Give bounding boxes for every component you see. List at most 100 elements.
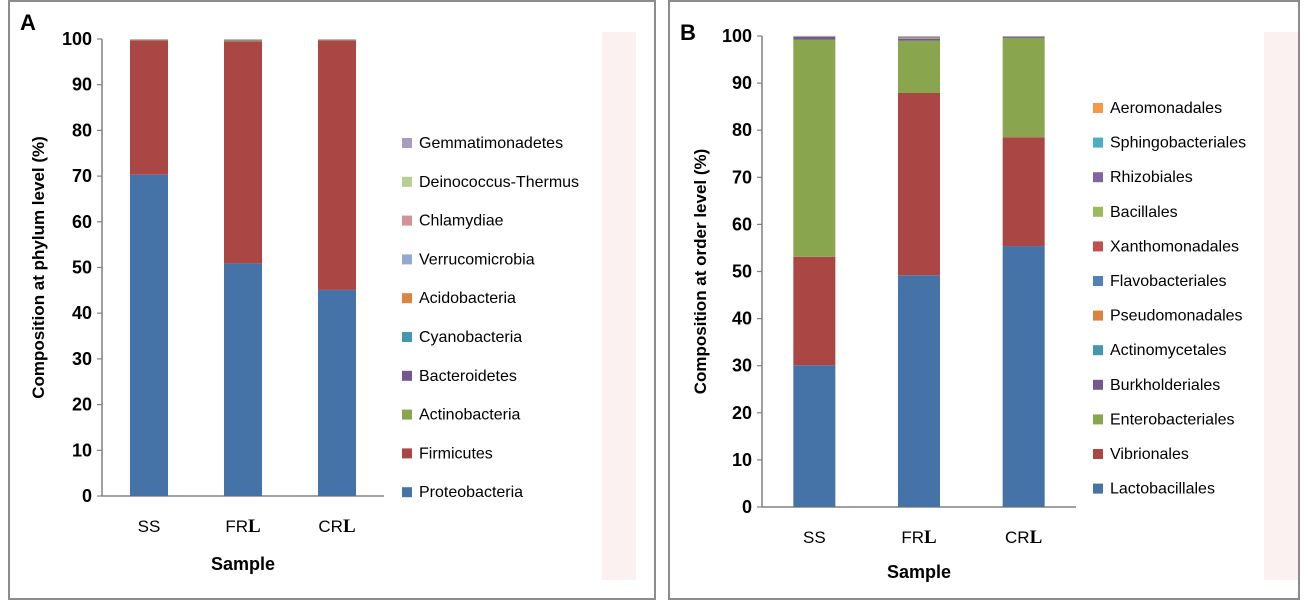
legend-label: Actinobacteria [419,407,520,424]
bar-segment [793,256,836,366]
legend-label: Enterobacteriales [1110,411,1235,428]
legend-label: Gemmatimonadetes [419,135,563,152]
y-tick-label: 40 [732,309,752,329]
legend-swatch [402,176,412,187]
x-tick-label: SS [803,528,826,547]
bar-segment [130,174,168,496]
legend-swatch [402,487,412,498]
y-tick-label: 30 [732,356,752,376]
y-tick-label: 20 [732,403,752,423]
legend-swatch [1093,276,1103,286]
y-tick-label: 100 [722,26,752,46]
y-tick-label: 20 [72,395,92,415]
legend-swatch [1093,483,1103,494]
y-tick-label: 90 [72,75,92,95]
y-tick-label: 50 [732,262,752,282]
chart-panel-b: B 0 10 20 30 40 50 60 70 80 90 100 Composition at o… [668,0,1300,600]
legend-label: Rhizobiales [1110,169,1193,186]
order-chart: 0 10 20 30 40 50 60 70 80 90 100 Composition at ord… [691,26,1246,582]
legend-swatch [402,409,412,420]
y-tick-label: 40 [72,303,92,323]
background-stripe [1264,32,1298,580]
legend-swatch [1093,137,1103,148]
y-tick-label: 10 [72,440,92,460]
bar-segment [224,40,262,42]
legend-swatch [402,448,412,459]
legend-label: Actinomycetales [1110,342,1227,359]
bar-segment [898,275,940,507]
legend-label: Firmicutes [419,445,493,462]
x-tick-label: CRL [318,516,355,537]
y-tick-label: 0 [82,486,92,506]
legend-label: Pseudomonadales [1110,308,1243,325]
panel-label-a: A [20,10,36,35]
y-tick-label: 30 [72,349,92,369]
legend-label: Deinococcus-Thermus [419,174,579,191]
legend-label: Flavobacteriales [1110,273,1227,290]
x-axis-label: Sample [211,554,275,574]
x-tick-label: FRL [225,516,260,537]
y-tick-label: 90 [732,73,752,93]
x-tick-label: FRL [901,527,936,548]
bar-segment [898,38,940,41]
bar-segment [318,40,356,290]
y-tick-label: 70 [72,166,92,186]
bar-segment [1002,36,1045,38]
y-tick-label: 60 [732,214,752,234]
y-tick-label: 80 [72,120,92,140]
chart-panel-a: A 0 10 20 30 40 50 60 70 80 90 100 Composition at p… [8,0,656,600]
legend-swatch [402,293,412,304]
legend-label: Acidobacteria [419,290,516,307]
y-tick-label: 60 [72,212,92,232]
bar-segment [1002,137,1045,247]
panel-label-b: B [680,20,696,45]
bar-segment [793,365,836,507]
bar-segment [1002,37,1045,138]
bar-segment [224,41,262,264]
legend-swatch [1093,414,1103,425]
y-tick-label: 0 [742,497,752,517]
legend-swatch [1093,449,1103,459]
legend-label: Lactobacillales [1110,481,1215,498]
legend-label: Verrucomicrobia [419,251,535,268]
legend-swatch [1093,379,1103,390]
x-tick-label: CRL [1005,527,1042,548]
legend-swatch [402,138,412,148]
legend-label: Cyanobacteria [419,329,522,346]
y-axis-label: Composition at order level (%) [691,149,710,395]
x-axis-label: Sample [887,562,951,582]
bar-segment [793,36,836,40]
legend-label: Sphingobacteriales [1110,135,1246,152]
bar-segment [130,40,168,175]
legend-label: Burkholderiales [1110,377,1220,394]
bar-segment [898,40,940,93]
legend-label: Aeromonadales [1110,100,1222,117]
legend-label: Bacillales [1110,204,1178,221]
legend-label: Proteobacteria [419,484,523,501]
legend-swatch [402,254,412,265]
y-tick-label: 100 [62,29,92,49]
legend-label: Chlamydiae [419,213,504,230]
legend-label: Bacteroidetes [419,368,517,385]
y-tick-label: 50 [72,258,92,278]
legend-swatch [1093,172,1103,183]
legend-swatch [402,370,412,381]
legend-label: Vibrionales [1110,446,1189,463]
legend-swatch [1093,310,1103,321]
bar-segment [898,92,940,276]
phylum-chart: 0 10 20 30 40 50 60 70 80 90 100 Composition at phy… [29,29,579,574]
x-tick-label: SS [138,517,161,536]
legend-swatch [402,332,412,342]
legend-swatch [1093,103,1103,113]
legend-label: Xanthomonadales [1110,238,1239,255]
bar-segment [224,263,262,496]
y-tick-label: 80 [732,120,752,140]
y-tick-label: 10 [732,450,752,470]
y-tick-label: 70 [732,167,752,187]
legend-swatch [1093,345,1103,356]
legend-swatch [402,215,412,226]
bar-segment [1002,246,1045,508]
background-stripe [602,32,636,580]
legend-swatch [1093,206,1103,217]
y-axis-label: Composition at phylum level (%) [29,136,48,399]
